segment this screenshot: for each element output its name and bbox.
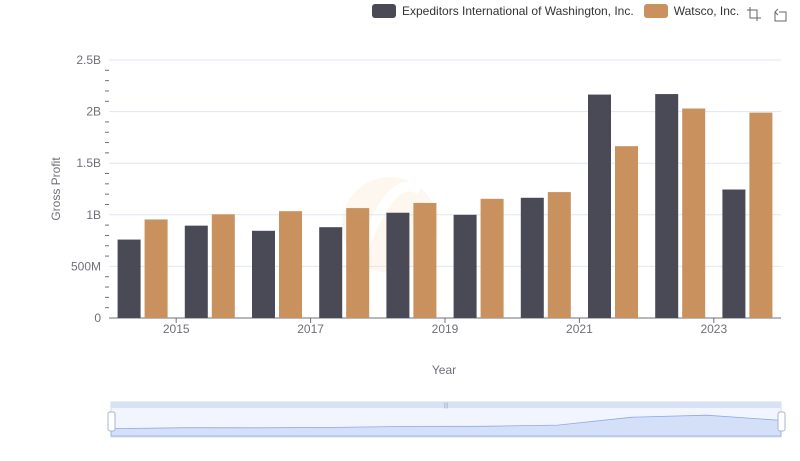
bar-watsco-2016[interactable] <box>279 211 302 318</box>
bar-watsco-2021[interactable] <box>615 146 638 318</box>
x-tick-label: 2015 <box>163 322 190 336</box>
grid <box>109 59 781 319</box>
data-zoom-top-bar[interactable] <box>111 402 781 408</box>
bar-expeditors-2023[interactable] <box>722 189 746 318</box>
bar-expeditors-2022[interactable] <box>655 94 679 318</box>
y-tick-label: 500M <box>71 259 101 273</box>
legend-item-expeditors[interactable]: Expeditors International of Washington, … <box>372 4 634 18</box>
bar-expeditors-2014[interactable] <box>117 239 141 318</box>
bar-expeditors-2019[interactable] <box>453 214 477 318</box>
y-axis-title: Gross Profit <box>49 157 63 221</box>
x-tick-label: 2023 <box>700 322 727 336</box>
bar-watsco-2018[interactable] <box>413 202 437 318</box>
toolbox <box>746 6 788 22</box>
legend: Expeditors International of Washington, … <box>372 4 739 18</box>
bar-expeditors-2020[interactable] <box>520 197 544 318</box>
bar-expeditors-2015[interactable] <box>184 225 208 318</box>
bar-watsco-2023[interactable] <box>749 112 773 319</box>
y-tick-label: 0 <box>94 311 101 325</box>
zoom-icon[interactable] <box>746 6 762 22</box>
y-tick-label: 2.5B <box>76 53 101 67</box>
bar-watsco-2017[interactable] <box>346 208 370 318</box>
data-zoom-slider[interactable]: ||| <box>107 401 786 438</box>
legend-label-expeditors: Expeditors International of Washington, … <box>402 4 634 18</box>
legend-swatch-expeditors <box>372 4 396 18</box>
bar-watsco-2019[interactable] <box>480 198 504 318</box>
bar-watsco-2022[interactable] <box>682 108 706 318</box>
y-tick-label: 2B <box>86 105 101 119</box>
bars <box>117 94 773 319</box>
x-axis: 2015 2017 2019 2021 2023 <box>109 317 781 336</box>
y-tick-label: 1B <box>86 208 101 222</box>
restore-icon[interactable] <box>772 6 788 22</box>
legend-item-watsco[interactable]: Watsco, Inc. <box>643 4 740 18</box>
x-tick-label: 2021 <box>566 322 593 336</box>
bar-expeditors-2018[interactable] <box>386 212 410 318</box>
data-zoom-right-handle[interactable] <box>777 411 786 432</box>
data-zoom-drag-grip-icon[interactable]: ||| <box>444 403 449 409</box>
x-axis-title: Year <box>432 363 456 377</box>
bar-expeditors-2017[interactable] <box>319 227 343 318</box>
x-tick-label: 2019 <box>432 322 459 336</box>
bar-watsco-2020[interactable] <box>547 192 571 318</box>
bar-watsco-2014[interactable] <box>144 219 168 318</box>
legend-swatch-watsco <box>643 4 668 18</box>
data-zoom-left-handle[interactable] <box>107 411 116 432</box>
bar-watsco-2015[interactable] <box>211 214 235 318</box>
x-tick-label: 2017 <box>297 322 324 336</box>
bar-expeditors-2016[interactable] <box>252 230 275 318</box>
y-tick-label: 1.5B <box>76 156 101 170</box>
legend-label-watsco: Watsco, Inc. <box>673 4 740 18</box>
bar-expeditors-2021[interactable] <box>588 94 611 319</box>
y-axis: 0 500M 1B 1.5B 2B 2.5B <box>71 53 109 325</box>
